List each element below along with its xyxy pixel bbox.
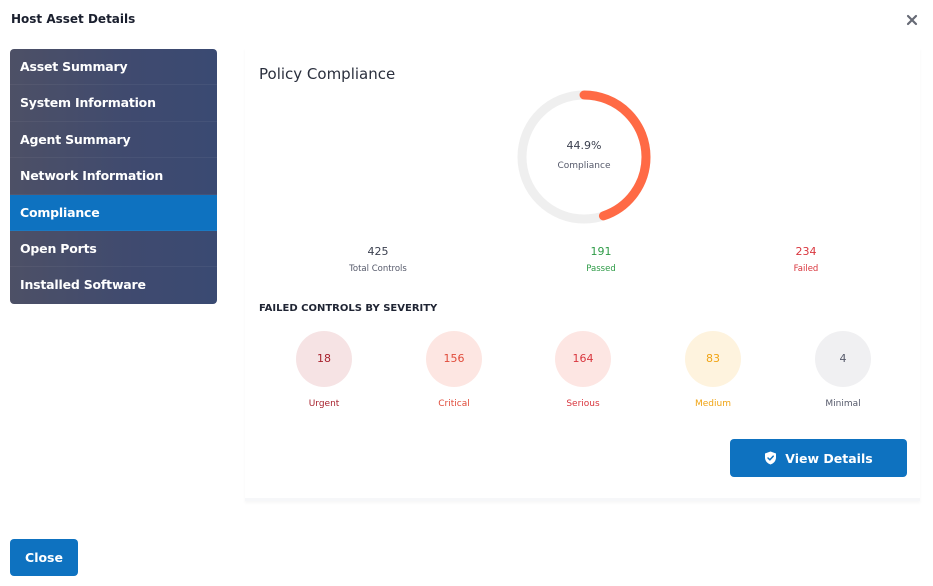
view-details-button[interactable]: View Details — [730, 439, 907, 477]
sidebar-item-label: Open Ports — [20, 240, 97, 256]
severity-serious: 164 Serious — [533, 331, 633, 409]
sidebar-item-network-information[interactable]: Network Information — [10, 158, 217, 195]
sidebar-item-open-ports[interactable]: Open Ports — [10, 231, 217, 268]
sidebar-item-label: Network Information — [20, 168, 164, 184]
sidebar-item-system-information[interactable]: System Information — [10, 85, 217, 122]
stat-value: 191 — [590, 245, 612, 258]
compliance-donut-chart — [517, 90, 651, 224]
severity-urgent: 18 Urgent — [274, 331, 374, 409]
compliance-percent: 44.9% — [566, 139, 602, 152]
stat-value: 425 — [367, 245, 389, 258]
sidebar-item-label: Asset Summary — [20, 59, 128, 74]
failed-controls-severity-heading: FAILED CONTROLS BY SEVERITY — [259, 303, 438, 314]
severity-label: Minimal — [825, 399, 861, 409]
stat-label: Passed — [586, 264, 616, 274]
stat-label: Failed — [793, 264, 819, 274]
stat-value: 234 — [795, 245, 817, 258]
compliance-panel: Policy Compliance 44.9% Compliance 425 T… — [245, 48, 920, 501]
modal-title: Host Asset Details — [11, 12, 136, 26]
close-icon[interactable] — [905, 13, 919, 27]
stat-label: Total Controls — [349, 264, 407, 274]
severity-medium: 83 Medium — [663, 331, 763, 409]
severity-count-circle: 156 — [426, 331, 482, 387]
sidebar-nav: Asset Summary System Information Agent S… — [10, 49, 217, 304]
severity-label: Urgent — [308, 399, 340, 409]
sidebar-item-agent-summary[interactable]: Agent Summary — [10, 122, 217, 159]
view-details-label: View Details — [785, 450, 873, 466]
severity-count-circle: 18 — [296, 331, 352, 387]
sidebar-item-label: Agent Summary — [20, 131, 131, 147]
donut-progress-arc — [517, 90, 651, 224]
sidebar-item-label: System Information — [20, 95, 156, 111]
sidebar-item-installed-software[interactable]: Installed Software — [10, 267, 217, 303]
severity-count-circle: 4 — [815, 331, 871, 387]
severity-minimal: 4 Minimal — [793, 331, 893, 409]
compliance-percent-label: Compliance — [557, 161, 611, 171]
severity-label: Serious — [566, 399, 600, 409]
policy-compliance-title: Policy Compliance — [259, 65, 396, 83]
stat-passed: 191 Passed — [541, 245, 661, 274]
shield-check-icon — [765, 451, 777, 465]
severity-count-circle: 164 — [555, 331, 611, 387]
severity-label: Medium — [695, 399, 731, 409]
sidebar-item-asset-summary[interactable]: Asset Summary — [10, 49, 217, 86]
severity-count-circle: 83 — [685, 331, 741, 387]
sidebar-item-label: Compliance — [20, 204, 100, 220]
severity-critical: 156 Critical — [404, 331, 504, 409]
sidebar-item-compliance[interactable]: Compliance — [10, 194, 217, 231]
severity-label: Critical — [438, 399, 470, 409]
sidebar-item-label: Installed Software — [20, 277, 146, 293]
close-button[interactable]: Close — [10, 539, 78, 576]
stat-total-controls: 425 Total Controls — [318, 245, 438, 274]
stat-failed: 234 Failed — [746, 245, 866, 274]
